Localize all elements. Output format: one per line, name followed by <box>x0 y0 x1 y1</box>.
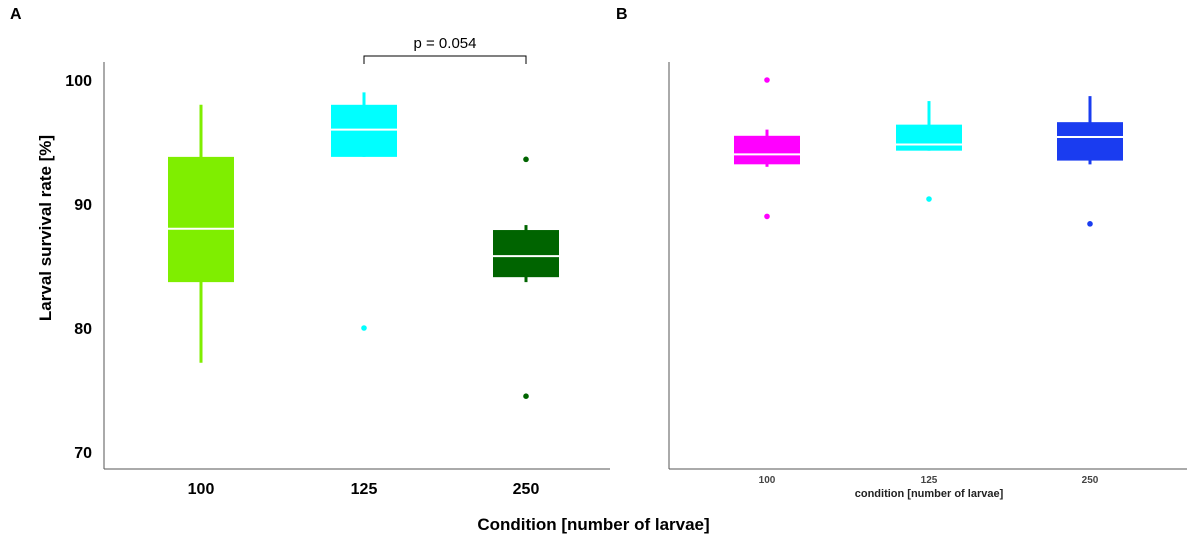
significance-bracket <box>363 55 527 64</box>
panel-a-y-tick-label: 100 <box>65 73 92 90</box>
significance-label: p = 0.054 <box>414 35 477 52</box>
panel-a-box <box>168 156 234 283</box>
panel-a-letter: A <box>10 6 22 23</box>
panel-b-x-tick-label: 100 <box>759 475 776 486</box>
panel-b-outlier-point <box>764 77 770 83</box>
panel-a-outlier-point <box>523 393 529 400</box>
panel-b-x-tick-label: 250 <box>1082 475 1099 486</box>
panel-a-box <box>493 230 559 278</box>
panel-b-outlier-point <box>1087 221 1093 227</box>
panel-a-y-tick-label: 90 <box>74 197 92 214</box>
panel-b-x-tick-label: 125 <box>921 475 938 486</box>
panel-a-outlier-point <box>523 156 529 163</box>
panel-a-y-tick-label: 70 <box>74 445 92 462</box>
panel-b-x-axis-label: condition [number of larvae] <box>855 488 1004 500</box>
panel-b-box <box>1057 122 1123 161</box>
panel-b-letter: B <box>616 6 628 23</box>
panel-a-x-tick-label: 100 <box>188 481 215 498</box>
panel-a-outlier-point <box>361 325 367 331</box>
panel-b-box <box>896 124 962 151</box>
panel-b-outlier-point <box>764 213 770 220</box>
panel-b-box <box>734 135 800 165</box>
panel-a-x-tick-label: 250 <box>513 481 540 498</box>
panel-a-x-tick-label: 125 <box>351 481 378 498</box>
panel-a-box <box>331 104 397 157</box>
panel-b-outlier-point <box>926 196 932 202</box>
panel-a-y-tick-label: 80 <box>74 321 92 338</box>
x-axis-label: Condition [number of larvae] <box>477 515 710 534</box>
